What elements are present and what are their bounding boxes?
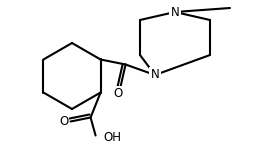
Text: N: N [151, 69, 159, 81]
Text: O: O [59, 115, 68, 128]
Text: OH: OH [104, 131, 122, 144]
Text: N: N [171, 5, 179, 19]
Text: O: O [113, 87, 122, 100]
